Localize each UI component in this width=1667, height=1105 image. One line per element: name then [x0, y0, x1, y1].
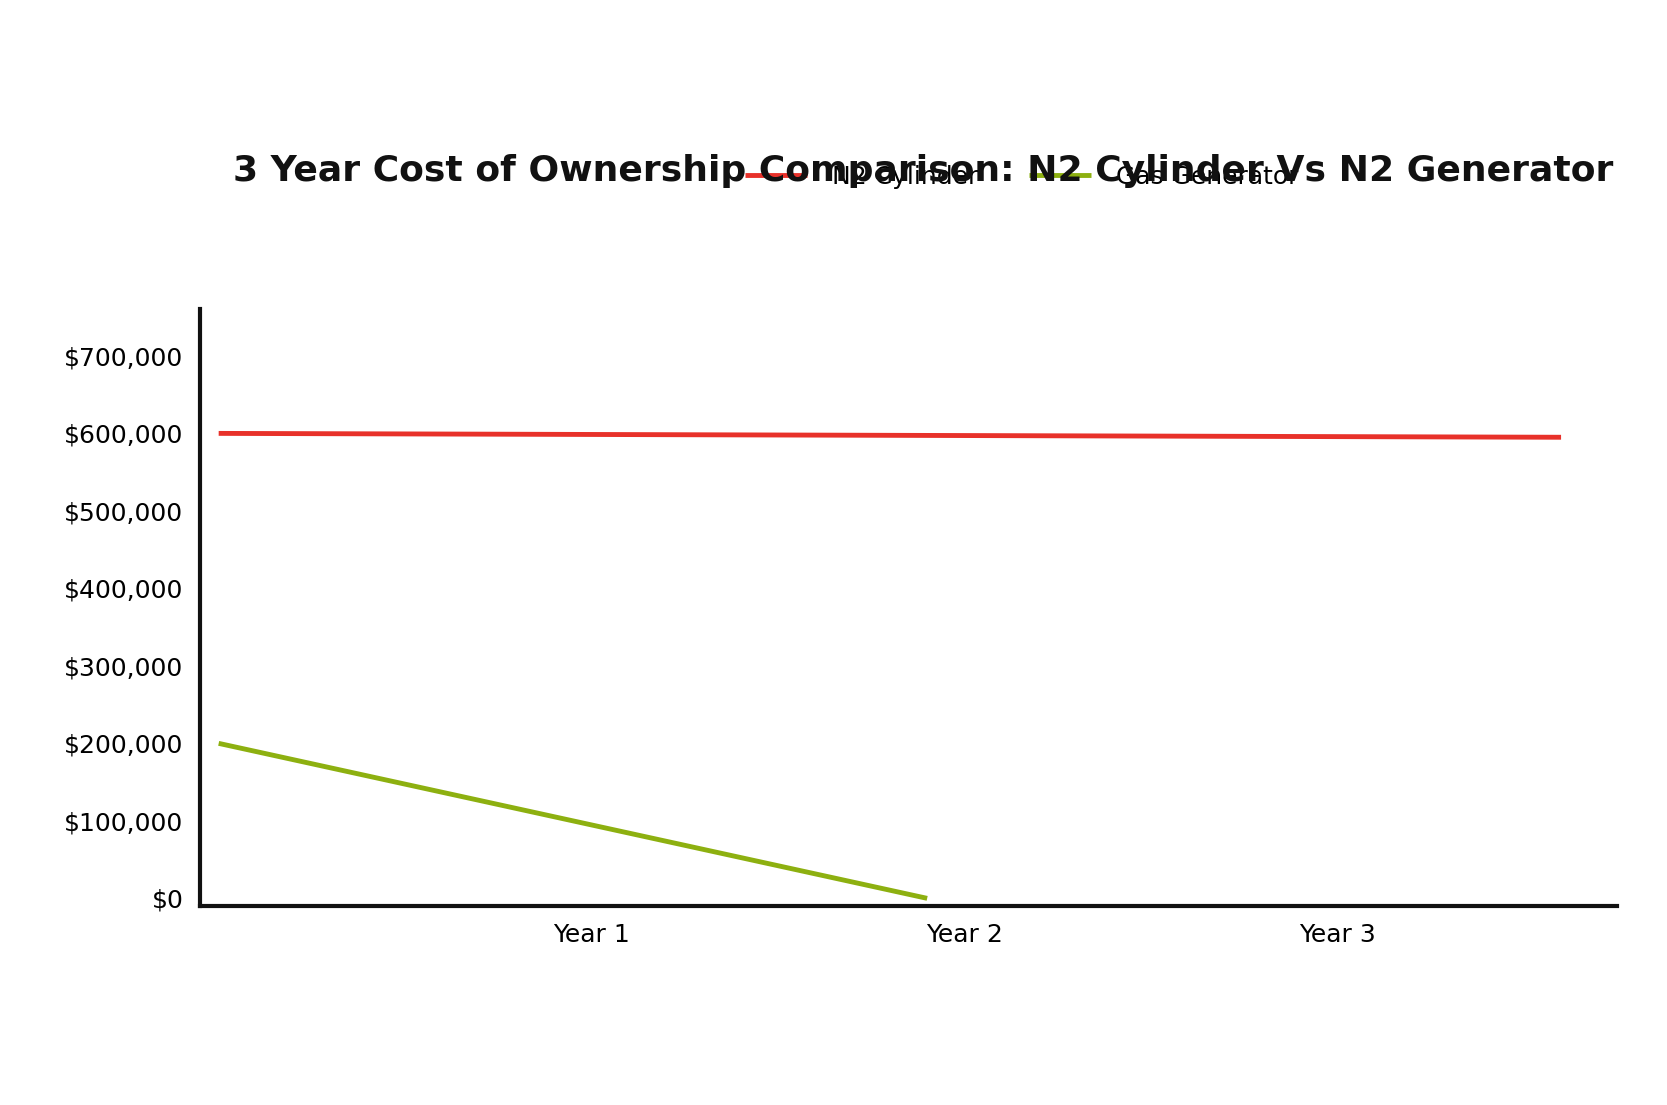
Gas Generator: [917, 892, 937, 905]
Line: Gas Generator: Gas Generator: [218, 744, 927, 898]
Legend: N2 Cylinder, Gas Generator: N2 Cylinder, Gas Generator: [735, 155, 1309, 199]
Gas Generator: [208, 737, 228, 750]
Text: 3 Year Cost of Ownership Comparison: N2 Cylinder Vs N2 Generator: 3 Year Cost of Ownership Comparison: N2 …: [233, 154, 1614, 188]
